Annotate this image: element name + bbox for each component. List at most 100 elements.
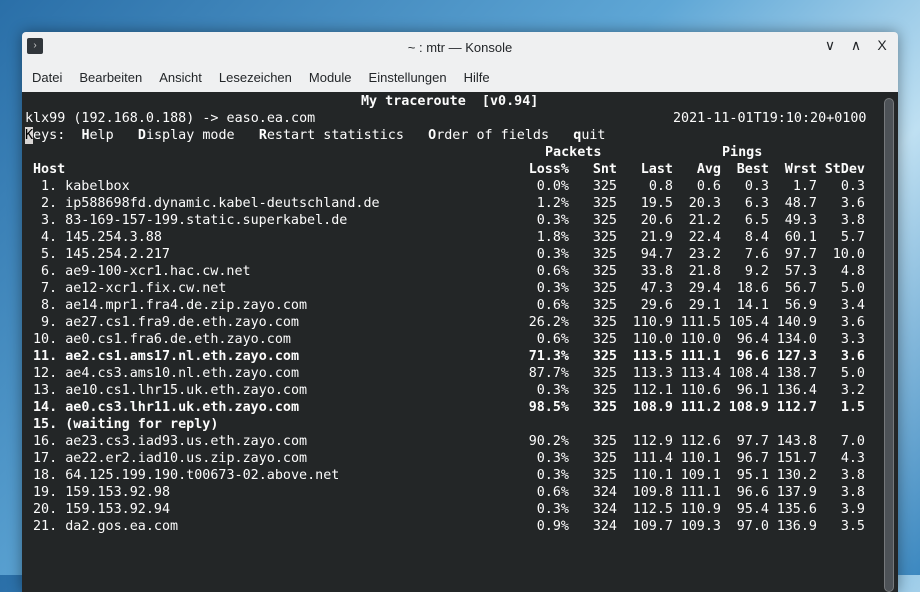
hop-row-stdev: 4.3	[840, 451, 865, 466]
keys-line: Keys: Help Display mode Restart statisti…	[25, 127, 606, 144]
hop-row-avg: 109.3	[680, 519, 721, 534]
hop-row-last: 112.5	[632, 502, 673, 517]
menu-lesezeichen[interactable]: Lesezeichen	[218, 69, 292, 85]
hop-row-best: 8.4	[744, 230, 769, 245]
hop-row-stdev: 10.0	[832, 247, 865, 262]
hop-row-snt: 325	[592, 315, 617, 330]
hop-row-stdev: 3.8	[840, 213, 865, 228]
hop-row-wrst: 151.7	[776, 451, 817, 466]
hop-row-best: 95.4	[736, 502, 769, 517]
timestamp: 2021-11-01T19:10:20+0100	[673, 111, 867, 126]
hop-row-snt: 324	[592, 502, 617, 517]
hop-row-last: 29.6	[640, 298, 673, 313]
hop-row-stdev: 3.2	[840, 383, 865, 398]
key-r[interactable]: Restart statistics	[258, 128, 404, 143]
hop-row-wrst: 56.7	[784, 281, 817, 296]
hop-row-loss: 87.7%	[528, 366, 569, 381]
hop-row-stdev: 3.6	[840, 196, 865, 211]
hop-row-avg: 20.3	[688, 196, 721, 211]
terminal-app-icon[interactable]: ›	[27, 38, 43, 54]
menu-hilfe[interactable]: Hilfe	[463, 69, 490, 85]
hop-row-loss: 0.3%	[536, 383, 569, 398]
hop-row-best: 7.6	[744, 247, 769, 262]
column-wrst: Wrst	[784, 162, 817, 177]
hop-row-host: 8. ae14.mpr1.fra4.de.zip.zayo.com	[41, 298, 308, 313]
hop-row-host: 11. ae2.cs1.ams17.nl.eth.zayo.com	[33, 349, 300, 364]
column-stdev: StDev	[824, 162, 865, 177]
hop-row-avg: 111.1	[680, 485, 721, 500]
hop-row-stdev: 4.8	[840, 264, 865, 279]
hop-row-avg: 111.1	[680, 349, 721, 364]
hop-row-loss: 0.9%	[536, 519, 569, 534]
hop-row-host: 4. 145.254.3.88	[41, 230, 162, 245]
hop-row-snt: 325	[592, 451, 617, 466]
hop-row-avg: 23.2	[688, 247, 721, 262]
hop-row-avg: 110.0	[680, 332, 721, 347]
hop-row-snt: 325	[592, 400, 617, 415]
packets-header: Packets	[545, 145, 602, 160]
hop-row-snt: 325	[592, 366, 617, 381]
hop-row-stdev: 1.5	[840, 400, 865, 415]
hop-row-host: 19. 159.153.92.98	[33, 485, 171, 500]
hop-row-avg: 22.4	[688, 230, 721, 245]
menu-bearbeiten[interactable]: Bearbeiten	[79, 69, 143, 85]
hop-row-last: 94.7	[640, 247, 673, 262]
hop-row-host: 17. ae22.er2.iad10.us.zip.zayo.com	[33, 451, 308, 466]
hop-row-avg: 110.9	[680, 502, 721, 517]
key-d[interactable]: Display mode	[137, 128, 235, 143]
hop-row-best: 95.1	[736, 468, 769, 483]
hop-row-host: 9. ae27.cs1.fra9.de.eth.zayo.com	[41, 315, 299, 330]
terminal[interactable]: My traceroute [v0.94] klx99 (192.168.0.1…	[22, 92, 898, 592]
hop-row-stdev: 3.9	[840, 502, 865, 517]
scrollbar[interactable]	[884, 98, 894, 592]
hop-row-last: 110.9	[632, 315, 673, 330]
hop-row-avg: 29.1	[688, 298, 721, 313]
hop-row-snt: 325	[592, 264, 617, 279]
hop-row-wrst: 134.0	[776, 332, 817, 347]
cursor	[25, 127, 34, 144]
hop-row-last: 109.8	[632, 485, 673, 500]
menu-module[interactable]: Module	[308, 69, 352, 85]
route-line: klx99 (192.168.0.188) -> easo.ea.com	[25, 111, 316, 126]
hop-row-host: 12. ae4.cs3.ams10.nl.eth.zayo.com	[33, 366, 300, 381]
hop-row-host: 20. 159.153.92.94	[33, 502, 171, 517]
hop-row-loss: 90.2%	[528, 434, 569, 449]
hop-row-loss: 0.3%	[536, 502, 569, 517]
hop-row-wrst: 130.2	[776, 468, 817, 483]
hop-row-best: 14.1	[736, 298, 769, 313]
hop-row-last: 113.5	[632, 349, 673, 364]
hop-row-best: 97.7	[736, 434, 769, 449]
hop-row-host: 14. ae0.cs3.lhr11.uk.eth.zayo.com	[33, 400, 300, 415]
hop-row-snt: 324	[592, 485, 617, 500]
menu-datei[interactable]: Datei	[32, 69, 63, 85]
hop-row-stdev: 3.8	[840, 468, 865, 483]
key-h[interactable]: Help	[81, 128, 114, 143]
minimize-button[interactable]: ∨	[824, 37, 836, 53]
key-q[interactable]: quit	[573, 128, 606, 143]
key-o[interactable]: Order of fields	[428, 128, 550, 143]
close-button[interactable]: X	[877, 37, 887, 53]
maximize-button[interactable]: ∧	[850, 37, 862, 53]
hop-row-stdev: 5.0	[840, 366, 865, 381]
hop-row-last: 20.6	[640, 213, 673, 228]
hop-row-host: 2. ip588698fd.dynamic.kabel-deutschland.…	[41, 196, 380, 211]
hop-row-host: 16. ae23.cs3.iad93.us.eth.zayo.com	[33, 434, 308, 449]
hop-row-loss: 26.2%	[528, 315, 569, 330]
hop-row-stdev: 3.3	[840, 332, 865, 347]
hop-row-loss: 0.3%	[536, 468, 569, 483]
hop-row-loss: 0.3%	[536, 213, 569, 228]
hop-row-wrst: 136.4	[776, 383, 817, 398]
hop-row-best: 105.4	[728, 315, 769, 330]
hop-row-avg: 29.4	[688, 281, 721, 296]
menu-ansicht[interactable]: Ansicht	[159, 69, 202, 85]
hop-row-host: 1. kabelbox	[41, 179, 130, 194]
hop-row-snt: 325	[592, 179, 617, 194]
hop-row-loss: 0.6%	[536, 264, 569, 279]
hop-row-host: 15. (waiting for reply)	[33, 417, 219, 432]
column-snt: Snt	[592, 162, 617, 177]
hop-row-host: 6. ae9-100-xcr1.hac.cw.net	[41, 264, 251, 279]
hop-row-snt: 325	[592, 468, 617, 483]
hop-row-snt: 325	[592, 332, 617, 347]
hop-row-best: 0.3	[744, 179, 769, 194]
menu-einstellungen[interactable]: Einstellungen	[368, 69, 447, 85]
